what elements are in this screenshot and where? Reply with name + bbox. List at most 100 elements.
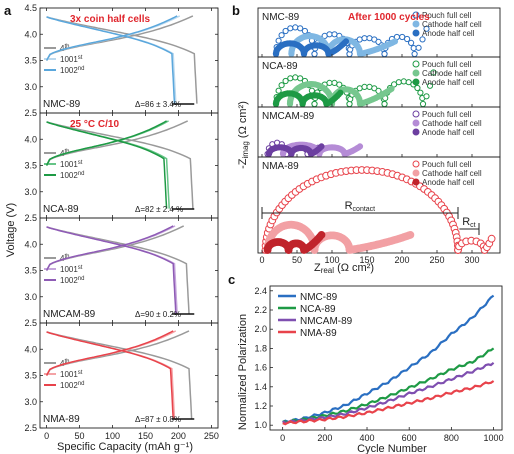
subplot-caption: Δ=82 ± 2.4 %	[135, 205, 183, 214]
x-tick-label: 150	[138, 431, 153, 441]
data-point	[287, 25, 294, 32]
data-point	[336, 81, 343, 88]
data-point	[342, 38, 350, 45]
x-tick-label: 0	[44, 431, 49, 441]
panel-letter-c: c	[228, 272, 235, 287]
y-tick-label: 3.5	[24, 266, 37, 276]
y-tick-label: 3.0	[24, 397, 37, 407]
x-tick-label: 50	[75, 431, 85, 441]
series-anode-half-cell	[272, 89, 344, 108]
data-point	[381, 100, 388, 108]
legend-label-4th: 4th	[60, 44, 69, 53]
x-tick-label: 400	[360, 433, 375, 443]
discharge-curve-1002nd	[46, 16, 176, 104]
x-tick-label: 200	[394, 255, 409, 265]
charge-curve-1002nd	[45, 330, 174, 376]
series-line-nmc-89	[282, 294, 495, 424]
data-point	[278, 82, 285, 89]
y-tick-label: 1.6	[254, 363, 267, 373]
legend-label-1001st: 1001st	[60, 265, 83, 274]
data-point	[388, 85, 395, 93]
legend-label: Cathode half cell	[422, 69, 482, 78]
data-point	[282, 77, 289, 85]
x-tick-label: 250	[204, 431, 219, 441]
subplot-name: NMC-89	[262, 12, 300, 23]
data-point	[391, 38, 399, 45]
data-point	[278, 32, 285, 39]
data-point	[381, 50, 388, 58]
x-tick-label: 0	[280, 433, 285, 443]
y-tick-label: 2.0	[254, 324, 267, 334]
charge-curve-1002nd	[45, 225, 174, 271]
data-point	[292, 74, 299, 81]
data-point	[311, 100, 318, 108]
panel-c-polarization: 1.0 1.2 1.4 1.6 1.8 2.0 2.2 2.4 0 200 400 600 800 100…	[254, 285, 504, 443]
panel-a-subplot-nma-89: 2.5 3.0 3.5 4.0 0 50 100 150 200 250 4th 1001st 1002…	[24, 322, 219, 441]
y-tick-label: 3.5	[24, 56, 37, 66]
data-point	[361, 83, 368, 91]
data-point	[297, 75, 304, 82]
r-ct-label: Rct	[462, 216, 475, 229]
legend-label: Pouch full cell	[422, 11, 472, 20]
legend-label-1002nd: 1002nd	[60, 171, 84, 180]
discharge-curve-4th	[46, 121, 194, 209]
panel-letter-b: b	[232, 3, 240, 18]
y-tick-label: 3.5	[24, 161, 37, 171]
y-tick-label: 4.0	[24, 29, 37, 39]
y-tick-label: 1.2	[254, 401, 267, 411]
legend-label: Pouch full cell	[422, 110, 472, 119]
y-tick-label: 2.5	[24, 108, 37, 118]
subplot-name: NMA-89	[262, 161, 299, 172]
legend-marker	[412, 169, 420, 177]
legend-marker	[412, 178, 420, 186]
subplot-note: 25 °C C/10	[70, 119, 119, 130]
legend-label: Pouch full cell	[422, 60, 472, 69]
data-point	[423, 25, 430, 32]
y-tick-label: 2.4	[254, 286, 267, 296]
series-line-nca-89	[282, 347, 495, 424]
legend-label-1001st: 1001st	[60, 55, 83, 64]
discharge-curve-1002nd	[46, 331, 174, 419]
panel-a-y-axis-label: Voltage (V)	[5, 203, 17, 257]
subplot-caption: Δ=90 ± 0.2%	[135, 310, 181, 319]
y-tick-label: 3.0	[24, 82, 37, 92]
legend-marker	[412, 60, 420, 68]
data-point	[395, 79, 402, 86]
y-tick-label: 2.2	[254, 305, 267, 315]
x-tick-label: 200	[317, 433, 332, 443]
legend-label-1002nd: 1002nd	[60, 276, 84, 285]
legend-label-4th: 4th	[60, 254, 69, 263]
data-point	[361, 35, 368, 42]
legend-label-1002nd: 1002nd	[60, 66, 84, 75]
legend-label-nmcam-89: NMCAM-89	[300, 316, 353, 327]
legend-marker	[412, 78, 420, 86]
legend-label: Anode half cell	[422, 78, 475, 87]
subplot-note: 3x coin half cells	[70, 14, 150, 25]
panel-b-y-axis-label: -Zimag (Ω cm²)	[237, 101, 250, 169]
y-tick-label: 2.5	[24, 213, 37, 223]
legend-label-nca-89: NCA-89	[300, 304, 336, 315]
legend-label: Anode half cell	[422, 29, 475, 38]
legend-label: Pouch full cell	[422, 160, 472, 169]
y-tick-label: 4.0	[24, 344, 37, 354]
legend-label-1002nd: 1002nd	[60, 381, 84, 390]
discharge-curve-1002nd	[46, 121, 168, 209]
legend-label-nma-89: NMA-89	[300, 328, 337, 339]
legend-marker	[412, 11, 420, 19]
data-point	[423, 93, 430, 100]
y-tick-label: 4.0	[24, 239, 37, 249]
legend-marker	[412, 110, 420, 118]
series-cathode-half-cell	[286, 81, 395, 108]
charge-curve-4th	[45, 120, 189, 166]
subplot-name: NMC-89	[43, 99, 81, 110]
data-point	[282, 27, 289, 35]
subplot-name: NMCAM-89	[262, 111, 315, 122]
data-point	[356, 143, 364, 150]
y-tick-label: 3.5	[24, 371, 37, 381]
data-point	[419, 36, 426, 43]
